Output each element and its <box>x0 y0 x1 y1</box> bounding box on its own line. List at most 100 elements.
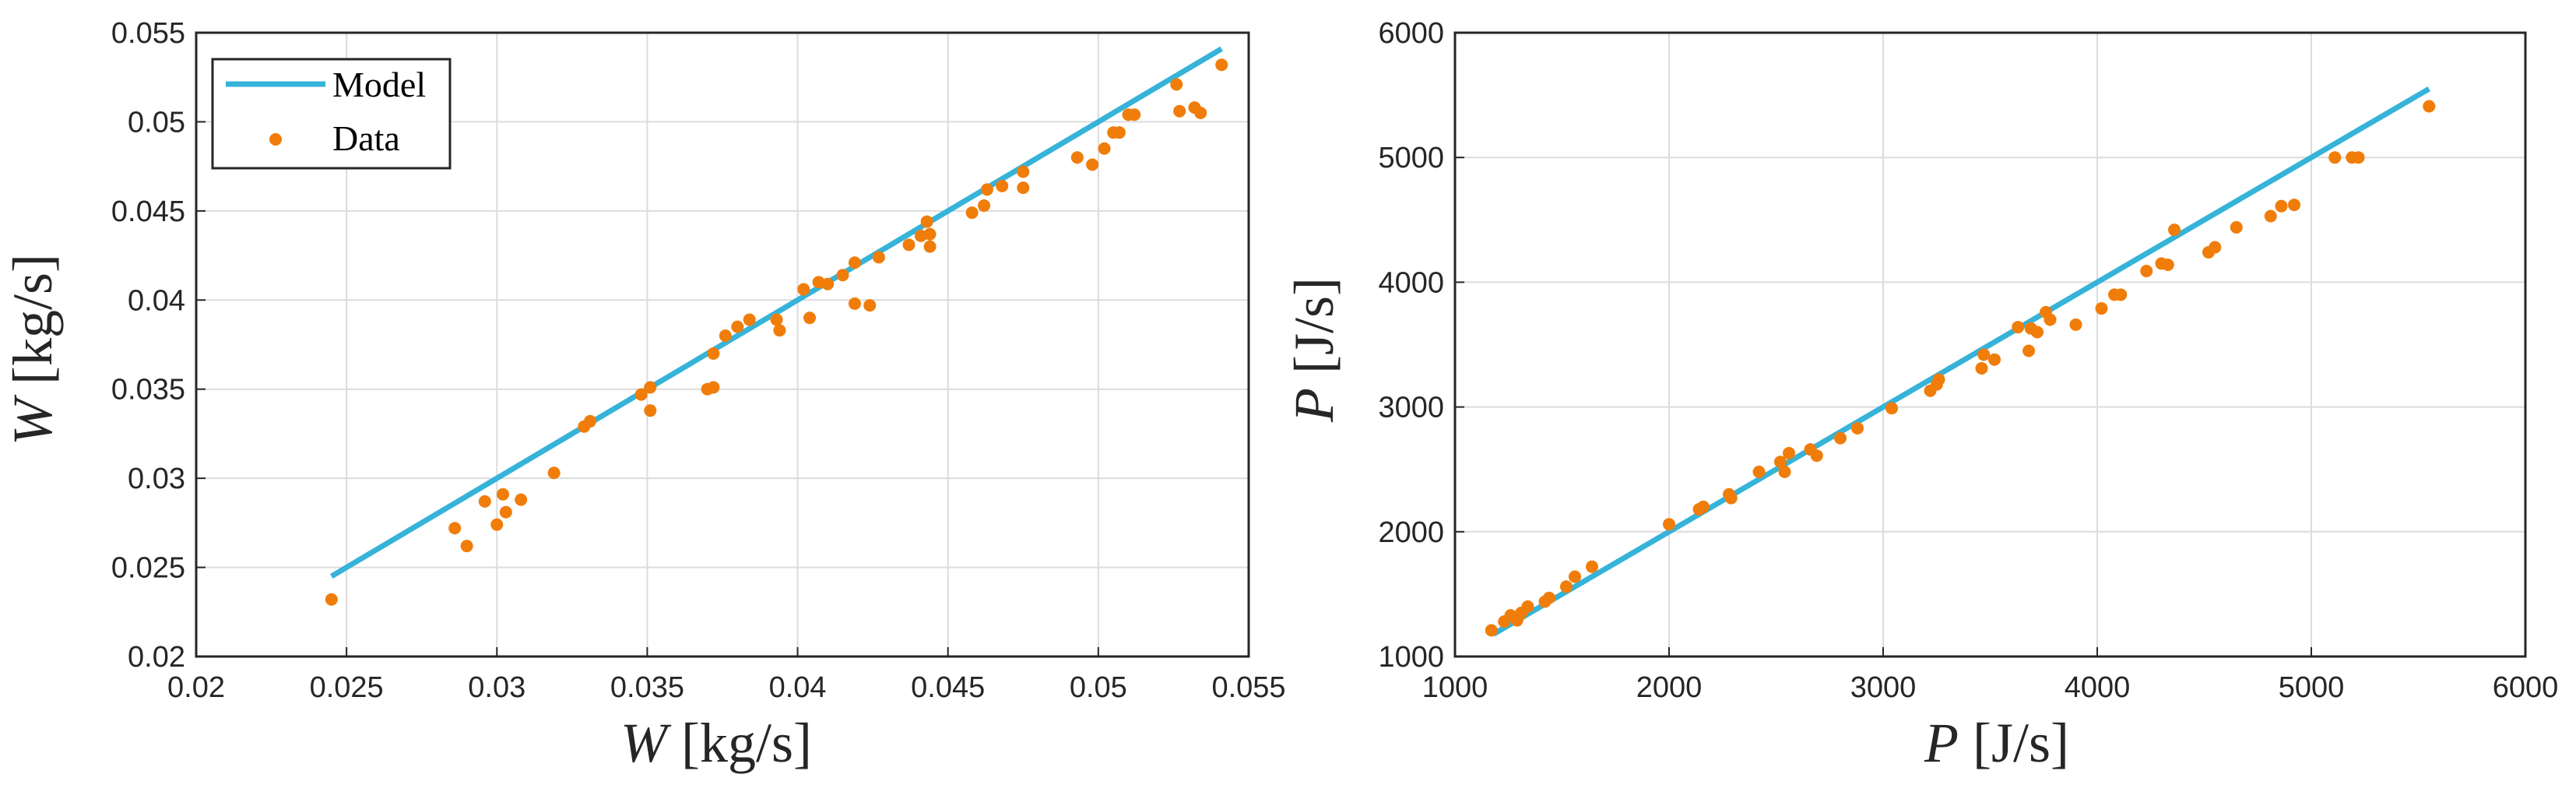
right-data-point <box>2114 288 2128 301</box>
left-data-point <box>1086 158 1099 171</box>
left-data-point <box>325 593 338 606</box>
right-data-point <box>1988 353 2001 366</box>
right-y-axis-title: P [J/s] <box>1283 277 1345 423</box>
left-data-point <box>920 215 933 228</box>
left-data-point <box>478 495 491 508</box>
right-data-point <box>2095 302 2108 315</box>
right-x-axis-title: P [J/s] <box>1924 712 2069 774</box>
right-data-point <box>1569 570 1581 583</box>
right-y-axis-unit: [J/s] <box>1283 277 1345 374</box>
left-data-point <box>848 256 861 269</box>
left-model-line <box>330 46 1224 579</box>
left-data-point <box>770 313 783 326</box>
right-data-point <box>1485 624 1498 637</box>
legend-label-data: Data <box>332 118 400 158</box>
left-data-point <box>584 414 597 428</box>
left-data-point <box>836 269 849 282</box>
right-data-point <box>1975 361 1988 375</box>
left-data-point <box>731 320 744 333</box>
left-x-tick-label: 0.025 <box>310 671 384 704</box>
left-x-axis-title: W [kg/s] <box>620 712 812 774</box>
right-data-point <box>2168 224 2181 237</box>
right-data-point <box>2209 241 2222 254</box>
left-x-tick-label: 0.035 <box>610 671 684 704</box>
left-data-point <box>1098 142 1111 155</box>
left-data-point <box>821 277 835 290</box>
right-y-tick-label: 6000 <box>1378 17 1444 50</box>
left-data-point <box>499 505 512 519</box>
left-x-axis-symbol: W <box>620 712 672 774</box>
left-data-point <box>644 404 657 417</box>
left-data-point <box>1128 108 1141 121</box>
left-data-point <box>980 183 993 196</box>
right-data-point <box>2230 220 2243 234</box>
right-y-tick-label: 2000 <box>1378 516 1444 549</box>
right-chart: P [J/s] P [J/s] 1000 2000 3000 4000 5000 6000… <box>1283 17 2558 774</box>
right-data-point <box>1697 500 1710 513</box>
right-x-axis-unit: [J/s] <box>1973 712 2069 774</box>
right-x-tick-label: 1000 <box>1422 671 1488 704</box>
left-data-point <box>1170 78 1183 91</box>
left-x-tick-label: 0.02 <box>167 671 225 704</box>
left-x-tick-label: 0.045 <box>911 671 985 704</box>
right-x-tick-label: 4000 <box>2065 671 2131 704</box>
left-y-tick-label: 0.045 <box>111 195 185 228</box>
right-y-tick-label: 5000 <box>1378 142 1444 174</box>
right-y-tick-label: 1000 <box>1378 641 1444 674</box>
left-x-tick-label: 0.055 <box>1211 671 1285 704</box>
right-data-point <box>1885 402 1898 415</box>
right-data-point <box>2161 258 2174 271</box>
right-axes-box <box>1453 31 2527 658</box>
right-data-point <box>2031 326 2044 339</box>
left-x-tick-label: 0.05 <box>1070 671 1127 704</box>
left-data-point <box>1194 106 1207 119</box>
right-x-tick-label: 5000 <box>2279 671 2345 704</box>
right-data-point <box>1724 491 1738 505</box>
left-data-point <box>872 251 885 264</box>
left-data-point <box>497 488 510 501</box>
left-data-point <box>448 522 462 535</box>
right-data-point <box>2288 199 2300 212</box>
left-data-point <box>719 329 732 343</box>
left-data-point <box>978 199 991 212</box>
left-data-point <box>1215 58 1228 72</box>
left-data-point <box>923 227 937 241</box>
right-data-point <box>1663 518 1675 531</box>
left-data-point <box>515 493 528 506</box>
right-data-point <box>1834 431 1847 445</box>
left-data-point <box>996 179 1009 192</box>
right-x-tick-label: 2000 <box>1636 671 1703 704</box>
right-data-point <box>1774 456 1787 469</box>
left-data-point <box>743 313 756 326</box>
left-data-point <box>490 518 504 531</box>
left-y-tick-label: 0.025 <box>111 552 185 585</box>
left-y-axis-title: W [kg/s] <box>2 254 64 445</box>
right-data-point <box>1586 560 1598 573</box>
left-data-point <box>965 206 979 220</box>
legend-label-model: Model <box>332 65 426 104</box>
right-x-axis-symbol: P <box>1924 712 1959 774</box>
right-data-point <box>2022 344 2035 357</box>
right-data-point <box>2140 264 2153 277</box>
right-y-tick-label: 3000 <box>1378 392 1444 424</box>
right-data-point <box>1521 600 1534 613</box>
right-data-point <box>2264 209 2277 223</box>
left-y-tick-label: 0.035 <box>111 374 185 407</box>
right-data-point <box>2423 100 2436 113</box>
left-data-point <box>1017 165 1030 178</box>
left-y-axis-unit: [kg/s] <box>2 254 64 385</box>
right-data-point <box>2352 151 2365 164</box>
left-data-point <box>923 240 937 253</box>
right-y-axis-symbol: P <box>1283 388 1345 423</box>
right-data-point <box>1810 449 1823 463</box>
right-x-tick-label: 3000 <box>1850 671 1917 704</box>
right-data-point <box>2328 151 2342 164</box>
right-data-point <box>1851 421 1864 435</box>
right-data-point <box>2275 199 2288 213</box>
right-data-point <box>2012 321 2025 334</box>
left-y-tick-label: 0.055 <box>111 17 185 50</box>
right-data-point <box>1932 373 1945 386</box>
left-x-axis-unit: [kg/s] <box>681 712 812 774</box>
legend: Model Data <box>211 58 452 170</box>
